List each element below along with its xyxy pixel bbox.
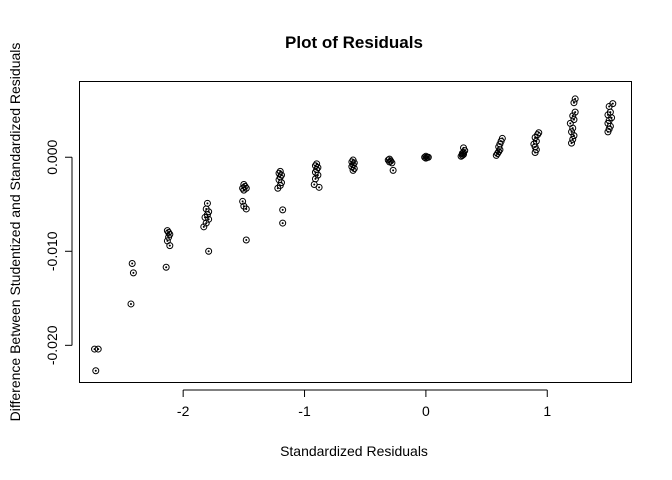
data-point	[128, 260, 136, 268]
data-point	[569, 135, 577, 143]
data-point	[162, 263, 170, 271]
data-point	[92, 367, 100, 375]
data-point	[569, 112, 577, 120]
data-point	[609, 100, 617, 108]
data-point	[389, 166, 397, 174]
data-point	[242, 184, 250, 192]
data-point	[205, 247, 213, 255]
data-point	[570, 99, 578, 107]
data-point	[571, 95, 579, 103]
data-point	[570, 116, 578, 124]
y-tick-label: -0.020	[44, 325, 60, 365]
data-point	[315, 183, 323, 191]
data-point	[239, 197, 247, 205]
y-tick-label: 0.000	[44, 140, 60, 175]
chart-title: Plot of Residuals	[285, 33, 423, 52]
data-point	[279, 206, 287, 214]
data-point	[202, 219, 210, 227]
data-point	[203, 199, 211, 207]
data-point	[166, 242, 174, 250]
data-point	[242, 236, 250, 244]
y-axis: -0.020 -0.010 0.000	[44, 140, 73, 365]
y-tick-label: -0.010	[44, 231, 60, 271]
data-point	[242, 205, 250, 213]
data-point	[570, 132, 578, 140]
data-point	[94, 345, 102, 353]
data-point	[498, 134, 506, 142]
data-point	[279, 219, 287, 227]
data-point	[205, 215, 213, 223]
x-axis: -2 -1 0 1	[177, 389, 551, 419]
y-axis-label: Difference Between Studentized and Stand…	[7, 43, 23, 422]
data-point	[388, 159, 396, 167]
data-point	[535, 129, 543, 137]
data-point	[460, 144, 468, 152]
data-point	[568, 139, 576, 147]
data-point	[422, 154, 430, 162]
data-points	[91, 95, 617, 375]
data-point	[274, 184, 282, 192]
data-point	[314, 171, 322, 179]
x-tick-label: 1	[543, 403, 551, 419]
plot-frame	[79, 81, 632, 383]
data-point	[127, 300, 135, 308]
x-tick-label: -1	[298, 403, 311, 419]
data-point	[571, 108, 579, 116]
x-tick-label: -2	[177, 403, 190, 419]
data-point	[566, 119, 574, 127]
x-axis-label: Standardized Residuals	[280, 443, 428, 459]
data-point	[200, 223, 208, 231]
x-tick-label: 0	[422, 403, 430, 419]
data-point	[129, 269, 137, 277]
data-point	[349, 166, 357, 174]
